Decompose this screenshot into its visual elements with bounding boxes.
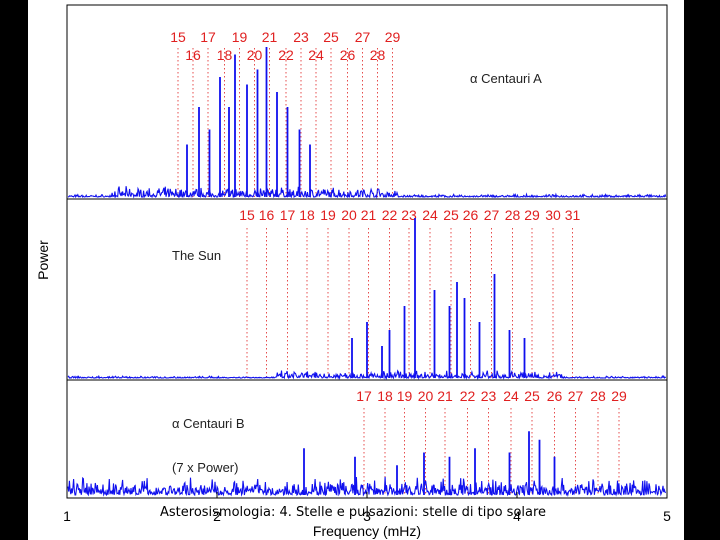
mode-order-label: 20 [247, 47, 263, 63]
mode-order-label: 21 [262, 29, 278, 45]
panel-1: 15 17 19 21 23 25 27 29 16 18 20 22 24 26 28 α Centauri… [67, 29, 667, 200]
mode-order-label: 19 [397, 388, 413, 404]
panel-3: 17 18 19 20 21 22 23 24 25 26 27 28 29α Centauri B(7… [67, 388, 667, 497]
mode-order-label: 24 [308, 47, 324, 63]
mode-order-label: 16 [185, 47, 201, 63]
mode-order-label: 17 [280, 207, 296, 223]
mode-order-label: 15 [170, 29, 186, 45]
mode-order-label: 18 [217, 47, 233, 63]
mode-order-label: 17 [356, 388, 372, 404]
mode-order-label: 25 [323, 29, 339, 45]
mode-order-label: 21 [361, 207, 377, 223]
mode-order-label: 16 [259, 207, 275, 223]
mode-order-label: 22 [382, 207, 398, 223]
mode-order-label: 29 [385, 29, 401, 45]
x-tick-label: 3 [363, 508, 371, 524]
panels-layer: 15 17 19 21 23 25 27 29 16 18 20 22 24 26 28 α Centauri… [67, 29, 667, 497]
mode-order-label: 27 [568, 388, 584, 404]
mode-order-label: 24 [503, 388, 519, 404]
x-tick-label: 5 [663, 508, 671, 524]
mode-order-label: 28 [505, 207, 521, 223]
x-tick-label: 2 [213, 508, 221, 524]
mode-order-label: 23 [481, 388, 497, 404]
mode-order-label: 29 [524, 207, 540, 223]
mode-order-label: 22 [278, 47, 294, 63]
mode-order-label: 15 [239, 207, 255, 223]
panel-2: 15 16 17 18 19 20 21 22 23 24 25 26 27 28 29 30 31 The Su… [67, 207, 667, 381]
panel-label: The Sun [172, 248, 221, 263]
mode-order-label: 24 [422, 207, 438, 223]
panel-label: α Centauri B [172, 416, 245, 431]
mode-order-label: 27 [355, 29, 371, 45]
panel-label: α Centauri A [470, 71, 542, 86]
mode-order-label: 30 [545, 207, 561, 223]
mode-order-label: 27 [484, 207, 500, 223]
mode-order-label: 25 [443, 207, 459, 223]
slide-footer: Asterosismologia: 4. Stelle e pulsazioni… [160, 505, 547, 520]
mode-order-label: 28 [590, 388, 606, 404]
panel-note: (7 x Power) [172, 460, 238, 475]
mode-order-label: 28 [370, 47, 386, 63]
x-tick-label: 1 [63, 508, 71, 524]
x-axis: 1 2 3 4 5 [63, 492, 671, 524]
mode-order-label: 19 [320, 207, 336, 223]
spectrum-noise [67, 476, 667, 497]
mode-order-label: 20 [341, 207, 357, 223]
plot-frame [66, 4, 668, 499]
y-axis-title: Power [35, 240, 51, 280]
mode-order-label: 26 [340, 47, 356, 63]
mode-order-label: 26 [463, 207, 479, 223]
spectrum-noise [67, 186, 667, 200]
mode-order-label: 20 [418, 388, 434, 404]
mode-order-label: 25 [524, 388, 540, 404]
mode-order-label: 17 [200, 29, 216, 45]
mode-order-label: 26 [547, 388, 563, 404]
mode-order-label: 19 [232, 29, 248, 45]
mode-order-label: 23 [293, 29, 309, 45]
mode-order-label: 29 [611, 388, 627, 404]
mode-order-label: 22 [460, 388, 476, 404]
mode-order-label: 31 [565, 207, 581, 223]
x-axis-title: Frequency (mHz) [313, 523, 421, 539]
mode-order-label: 21 [437, 388, 453, 404]
x-tick-label: 4 [513, 508, 521, 524]
mode-order-label: 18 [299, 207, 315, 223]
slide-background [28, 0, 684, 540]
mode-order-label: 18 [377, 388, 393, 404]
mode-order-label: 23 [401, 207, 417, 223]
